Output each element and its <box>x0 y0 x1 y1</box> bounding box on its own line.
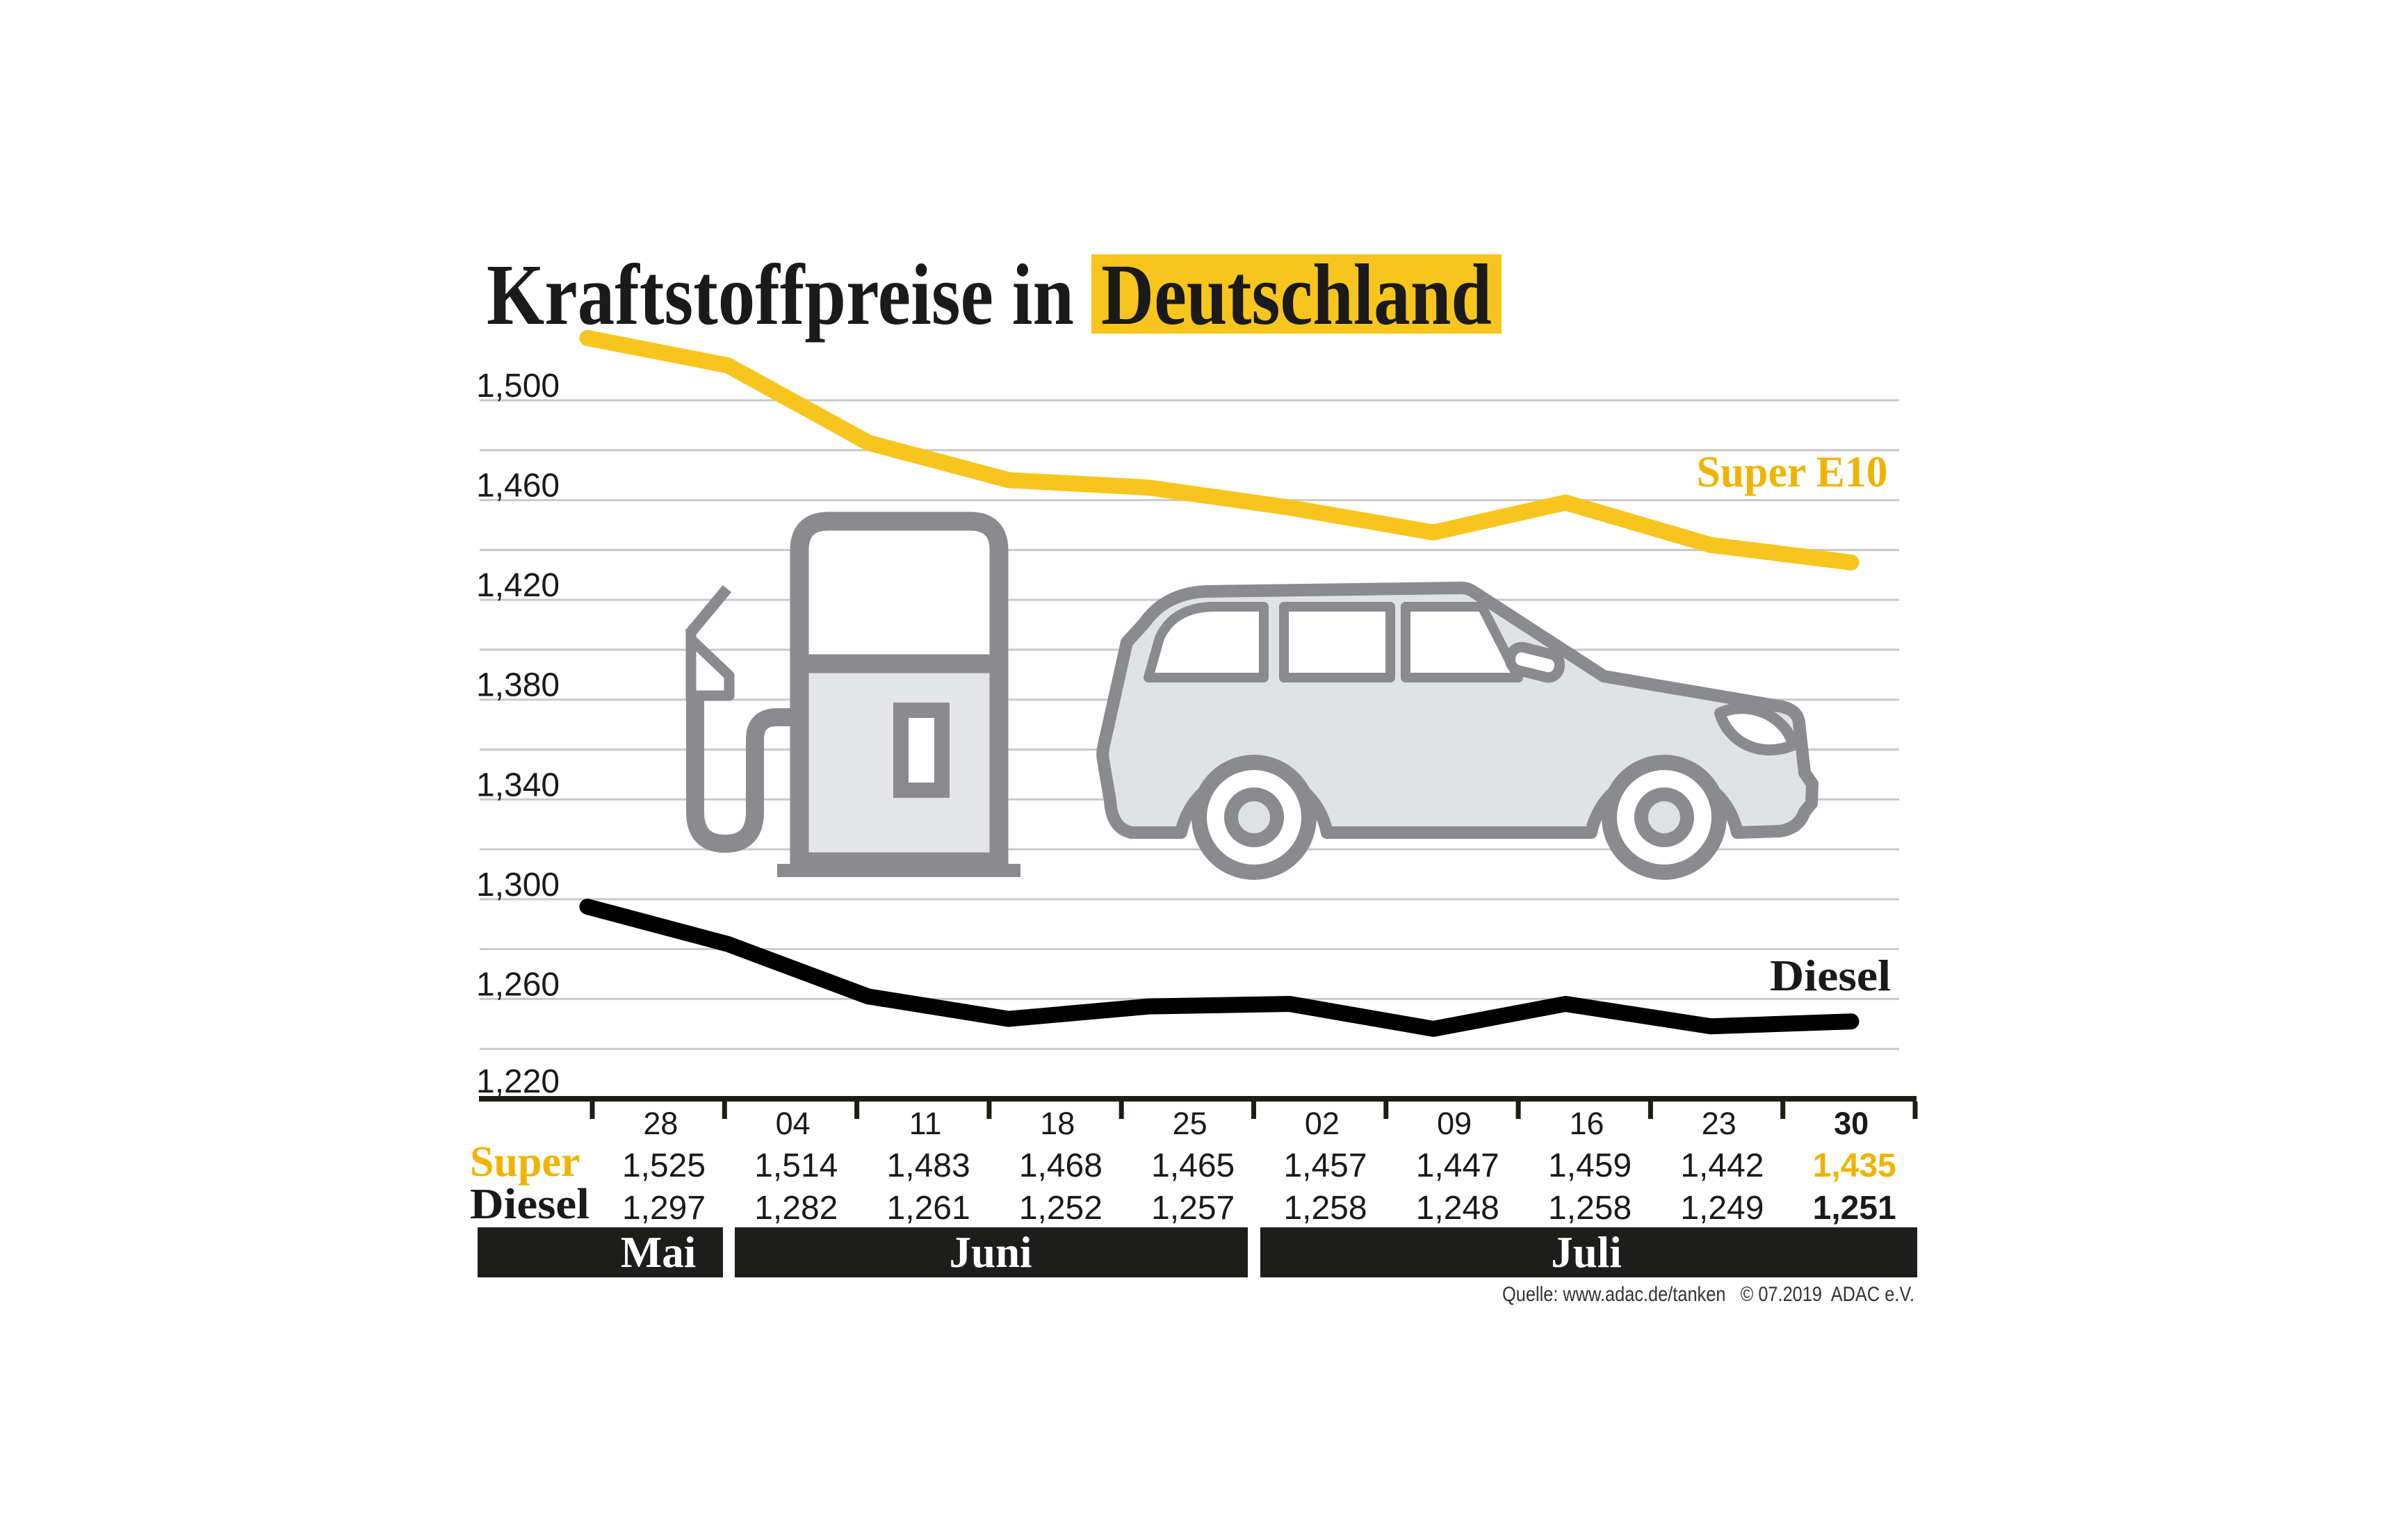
svg-text:30: 30 <box>1834 1106 1869 1141</box>
svg-text:1,460: 1,460 <box>476 468 560 505</box>
svg-text:1,465: 1,465 <box>1151 1147 1235 1184</box>
svg-text:1,260: 1,260 <box>476 966 560 1003</box>
svg-text:1,258: 1,258 <box>1283 1190 1367 1227</box>
svg-text:1,459: 1,459 <box>1548 1147 1632 1184</box>
svg-text:Diesel: Diesel <box>470 1181 589 1228</box>
svg-text:18: 18 <box>1040 1106 1075 1141</box>
svg-text:1,300: 1,300 <box>476 867 560 903</box>
svg-text:Super: Super <box>470 1138 580 1186</box>
svg-text:Diesel: Diesel <box>1770 951 1891 1000</box>
svg-text:1,420: 1,420 <box>476 567 560 604</box>
svg-text:Kraftstoffpreise in: Kraftstoffpreise in <box>487 247 1074 343</box>
svg-text:28: 28 <box>643 1106 678 1141</box>
svg-text:25: 25 <box>1173 1106 1207 1141</box>
svg-text:11: 11 <box>909 1106 942 1141</box>
svg-text:1,248: 1,248 <box>1416 1190 1499 1227</box>
svg-text:16: 16 <box>1569 1106 1604 1141</box>
svg-text:1,435: 1,435 <box>1813 1147 1896 1184</box>
svg-text:Juni: Juni <box>949 1228 1032 1277</box>
svg-text:Quelle: www.adac.de/tanken ©: Quelle: www.adac.de/tanken © 07.2019 ADA… <box>1502 1283 1914 1306</box>
svg-text:1,447: 1,447 <box>1416 1147 1499 1184</box>
svg-text:1,457: 1,457 <box>1283 1147 1367 1184</box>
svg-text:04: 04 <box>776 1106 811 1141</box>
svg-text:Super E10: Super E10 <box>1697 447 1888 496</box>
svg-text:1,282: 1,282 <box>754 1190 838 1227</box>
svg-text:1,220: 1,220 <box>476 1063 560 1100</box>
svg-text:23: 23 <box>1702 1106 1736 1141</box>
svg-text:1,340: 1,340 <box>476 767 560 803</box>
svg-text:1,468: 1,468 <box>1019 1147 1103 1184</box>
svg-text:1,514: 1,514 <box>754 1147 838 1184</box>
svg-text:1,258: 1,258 <box>1548 1190 1632 1227</box>
svg-text:02: 02 <box>1305 1106 1340 1141</box>
svg-text:Juli: Juli <box>1551 1228 1622 1277</box>
svg-text:Deutschland: Deutschland <box>1101 247 1492 343</box>
svg-text:1,297: 1,297 <box>622 1190 706 1227</box>
svg-text:1,261: 1,261 <box>887 1190 970 1227</box>
svg-text:1,525: 1,525 <box>622 1147 706 1184</box>
svg-text:1,380: 1,380 <box>476 667 560 704</box>
svg-text:Mai: Mai <box>621 1228 696 1277</box>
svg-text:1,442: 1,442 <box>1680 1147 1764 1184</box>
svg-text:1,252: 1,252 <box>1019 1190 1103 1227</box>
svg-text:1,251: 1,251 <box>1813 1190 1896 1227</box>
svg-text:1,500: 1,500 <box>476 368 560 404</box>
svg-text:1,257: 1,257 <box>1151 1190 1235 1227</box>
svg-text:1,483: 1,483 <box>887 1147 970 1184</box>
svg-text:09: 09 <box>1437 1106 1472 1141</box>
svg-text:1,249: 1,249 <box>1680 1190 1764 1227</box>
